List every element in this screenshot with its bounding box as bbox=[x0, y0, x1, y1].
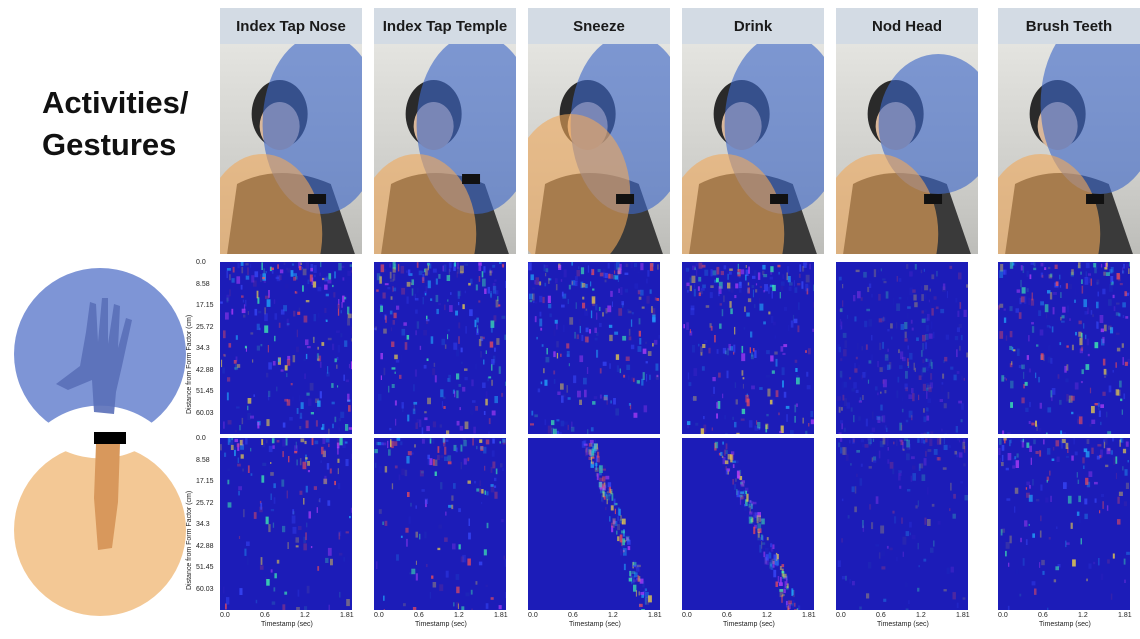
spectrogram-bottom-0 bbox=[220, 438, 352, 610]
orange-zone-overlay bbox=[682, 154, 785, 254]
y-tick-label: 17.15 bbox=[196, 478, 214, 485]
wrist-device bbox=[1086, 194, 1105, 204]
spectrogram-top-0 bbox=[220, 262, 352, 434]
y-tick-label: 51.45 bbox=[196, 564, 214, 571]
spectrogram-top-5 bbox=[998, 262, 1130, 434]
x-tick-label: 1.81 bbox=[802, 612, 816, 619]
x-tick-label: 0.0 bbox=[374, 612, 384, 619]
x-tick-label: 0.6 bbox=[260, 612, 270, 619]
x-axis-label: Timestamp (sec) bbox=[1039, 621, 1091, 628]
y-axis-label: Distance from Form Factor (cm) bbox=[186, 490, 193, 590]
y-tick-label: 17.15 bbox=[196, 302, 214, 309]
x-axis-label: Timestamp (sec) bbox=[569, 621, 621, 628]
gesture-photo-1 bbox=[374, 44, 516, 254]
y-tick-label: 42.88 bbox=[196, 542, 214, 550]
orange-zone-overlay bbox=[836, 154, 939, 254]
x-axis-label: Timestamp (sec) bbox=[261, 621, 313, 628]
x-tick-label: 0.0 bbox=[220, 612, 230, 619]
forearm-icon bbox=[94, 444, 120, 550]
spectrogram-top-4 bbox=[836, 262, 968, 434]
orange-zone-overlay bbox=[374, 154, 477, 254]
y-tick-label: 34.3 bbox=[196, 521, 210, 528]
y-axis-label: Distance from Form Factor (cm) bbox=[186, 314, 193, 414]
wrist-device bbox=[924, 194, 943, 204]
column-header-1: Index Tap Temple bbox=[374, 8, 516, 44]
x-tick-label: 1.2 bbox=[1078, 612, 1088, 619]
x-tick-label: 0.0 bbox=[836, 612, 846, 619]
x-tick-label: 0.6 bbox=[1038, 612, 1048, 619]
y-tick-label: 42.88 bbox=[196, 366, 214, 374]
y-tick-label: 60.03 bbox=[196, 585, 214, 593]
blue-zone-overlay bbox=[878, 54, 978, 194]
spectrogram-bottom-5 bbox=[998, 438, 1130, 610]
spectrogram-bottom-2 bbox=[528, 438, 660, 610]
spectrogram-bottom-4 bbox=[836, 438, 968, 610]
section-title: Activities/ Gestures bbox=[42, 85, 189, 162]
wrist-device-icon bbox=[94, 432, 126, 444]
y-tick-label: 0.0 bbox=[196, 435, 206, 442]
x-tick-label: 1.2 bbox=[454, 612, 464, 619]
y-tick-label: 8.58 bbox=[196, 456, 210, 464]
x-tick-label: 1.81 bbox=[648, 612, 662, 619]
y-tick-label: 8.58 bbox=[196, 280, 210, 288]
gesture-photo-3 bbox=[682, 44, 824, 254]
x-tick-label: 1.81 bbox=[494, 612, 508, 619]
x-tick-label: 1.81 bbox=[956, 612, 970, 619]
gesture-photo-0 bbox=[220, 44, 362, 254]
wrist-device bbox=[616, 194, 635, 204]
column-header-3: Drink bbox=[682, 8, 824, 44]
x-tick-label: 1.2 bbox=[608, 612, 618, 619]
wrist-device bbox=[308, 194, 327, 204]
arm-zone-diagram bbox=[14, 268, 186, 616]
gesture-photo-5 bbox=[998, 44, 1140, 254]
column-header-2: Sneeze bbox=[528, 8, 670, 44]
x-tick-label: 1.81 bbox=[340, 612, 354, 619]
spectrogram-top-3 bbox=[682, 262, 814, 434]
y-tick-label: 34.3 bbox=[196, 345, 210, 352]
y-tick-label: 25.72 bbox=[196, 499, 214, 507]
column-header-4: Nod Head bbox=[836, 8, 978, 44]
x-tick-label: 0.6 bbox=[722, 612, 732, 619]
hand-icon bbox=[56, 298, 132, 414]
x-tick-label: 0.6 bbox=[414, 612, 424, 619]
spectrogram-top-1 bbox=[374, 262, 506, 434]
x-tick-label: 0.6 bbox=[876, 612, 886, 619]
column-header-0: Index Tap Nose bbox=[220, 8, 362, 44]
column-header-5: Brush Teeth bbox=[998, 8, 1140, 44]
y-tick-label: 0.0 bbox=[196, 259, 206, 266]
x-tick-label: 1.81 bbox=[1118, 612, 1132, 619]
spectrogram-bottom-1 bbox=[374, 438, 506, 610]
gesture-photo-4 bbox=[836, 44, 978, 254]
y-tick-label: 51.45 bbox=[196, 388, 214, 395]
orange-zone-overlay bbox=[998, 154, 1101, 254]
x-axis-label: Timestamp (sec) bbox=[877, 621, 929, 628]
x-axis-label: Timestamp (sec) bbox=[415, 621, 467, 628]
x-tick-label: 1.2 bbox=[916, 612, 926, 619]
blue-zone-overlay bbox=[1040, 44, 1140, 194]
wrist-device bbox=[770, 194, 789, 204]
spectrogram-bottom-3 bbox=[682, 438, 814, 610]
x-tick-label: 1.2 bbox=[300, 612, 310, 619]
x-tick-label: 0.0 bbox=[998, 612, 1008, 619]
wrist-device bbox=[462, 174, 481, 184]
x-tick-label: 1.2 bbox=[762, 612, 772, 619]
orange-zone-overlay bbox=[220, 154, 323, 254]
x-tick-label: 0.0 bbox=[528, 612, 538, 619]
y-tick-label: 25.72 bbox=[196, 323, 214, 331]
x-tick-label: 0.6 bbox=[568, 612, 578, 619]
spectrogram-top-2 bbox=[528, 262, 660, 434]
gesture-photo-2 bbox=[528, 44, 670, 254]
x-axis-label: Timestamp (sec) bbox=[723, 621, 775, 628]
x-tick-label: 0.0 bbox=[682, 612, 692, 619]
y-tick-label: 60.03 bbox=[196, 409, 214, 417]
orange-zone-overlay bbox=[528, 114, 631, 254]
